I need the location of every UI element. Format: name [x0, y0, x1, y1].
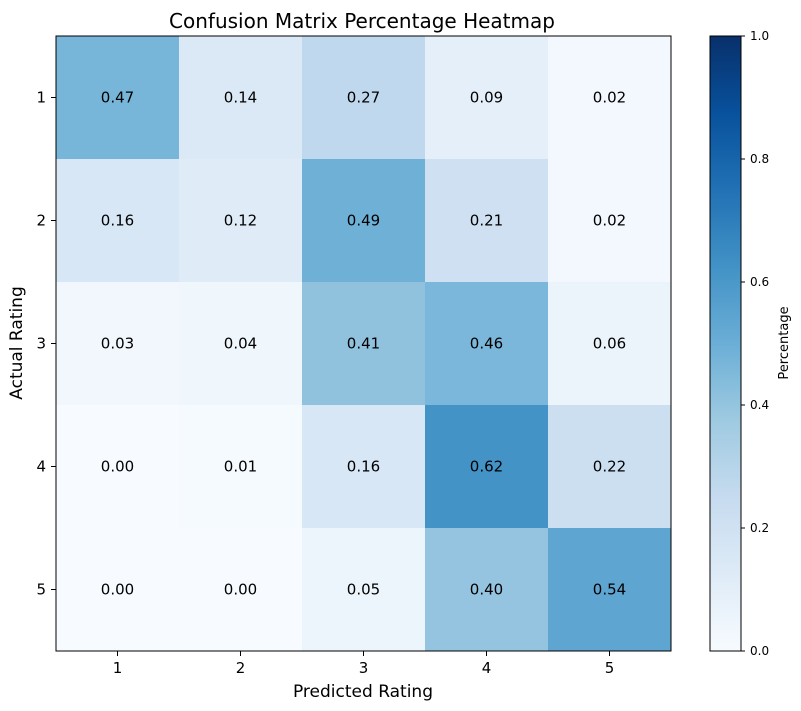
cell-value-label: 0.00	[224, 581, 257, 599]
chart-title: Confusion Matrix Percentage Heatmap	[169, 9, 555, 33]
heatmap-cell	[548, 405, 672, 529]
y-axis-label: Actual Rating	[7, 286, 27, 399]
heatmap-cell	[56, 159, 180, 283]
heatmap-cell	[548, 36, 672, 160]
y-axis-ticks: 1 2 3 4 5	[36, 89, 56, 599]
heatmap-cell	[425, 405, 549, 529]
cell-value-label: 0.21	[470, 212, 503, 230]
x-tick-label: 2	[236, 659, 246, 677]
cell-value-label: 0.16	[101, 212, 134, 230]
cell-value-label: 0.46	[470, 335, 503, 353]
cell-value-label: 0.40	[470, 581, 503, 599]
cell-value-labels: 0.47 0.14 0.27 0.09 0.02 0.16 0.12 0.49 0.21 0.02…	[101, 89, 626, 599]
heatmap-cell	[56, 405, 180, 529]
cell-value-label: 0.12	[224, 212, 257, 230]
colorbar	[709, 35, 742, 652]
cell-value-label: 0.54	[593, 581, 626, 599]
cell-value-label: 0.09	[470, 89, 503, 107]
y-tick-label: 4	[36, 458, 46, 476]
cell-value-label: 0.01	[224, 458, 257, 476]
y-tick-label: 3	[36, 335, 46, 353]
cell-value-label: 0.04	[224, 335, 257, 353]
heatmap-cell	[302, 282, 426, 406]
cell-value-label: 0.05	[347, 581, 380, 599]
cell-value-label: 0.62	[470, 458, 503, 476]
colorbar-tick-label: 0.2	[750, 521, 769, 535]
cell-value-label: 0.00	[101, 581, 134, 599]
heatmap-cell	[179, 282, 303, 406]
colorbar-tick-label: 0.0	[750, 644, 769, 658]
colorbar-tick-label: 0.6	[750, 275, 769, 289]
heatmap-cells	[56, 36, 672, 652]
cell-value-label: 0.03	[101, 335, 134, 353]
colorbar-tick-label: 0.4	[750, 398, 769, 412]
y-tick-label: 5	[36, 581, 46, 599]
heatmap-cell	[56, 36, 180, 160]
x-axis-ticks: 1 2 3 4 5	[113, 651, 615, 677]
heatmap-cell	[302, 405, 426, 529]
cell-value-label: 0.06	[593, 335, 626, 353]
heatmap-cell	[179, 405, 303, 529]
y-tick-label: 1	[36, 89, 46, 107]
heatmap-cell	[179, 36, 303, 160]
heatmap-cell	[425, 528, 549, 652]
heatmap-cell	[302, 36, 426, 160]
cell-value-label: 0.49	[347, 212, 380, 230]
heatmap-cell	[425, 282, 549, 406]
y-tick-label: 2	[36, 212, 46, 230]
heatmap-cell	[548, 528, 672, 652]
heatmap-cell	[302, 528, 426, 652]
cell-value-label: 0.47	[101, 89, 134, 107]
x-axis-label: Predicted Rating	[293, 682, 433, 702]
cell-value-label: 0.16	[347, 458, 380, 476]
x-tick-label: 5	[605, 659, 615, 677]
heatmap-cell	[56, 528, 180, 652]
heatmap-cell	[548, 282, 672, 406]
heatmap-cell	[56, 282, 180, 406]
heatmap-cell	[425, 159, 549, 283]
cell-value-label: 0.00	[101, 458, 134, 476]
cell-value-label: 0.02	[593, 89, 626, 107]
x-tick-label: 1	[113, 659, 123, 677]
heatmap-cell	[425, 36, 549, 160]
colorbar-tick-label: 0.8	[750, 152, 769, 166]
heatmap-cell	[179, 159, 303, 283]
heatmap-cell	[179, 528, 303, 652]
cell-value-label: 0.14	[224, 89, 257, 107]
colorbar-label: Percentage	[777, 306, 792, 379]
colorbar-tick-label: 1.0	[750, 29, 769, 43]
cell-value-label: 0.41	[347, 335, 380, 353]
cell-value-label: 0.22	[593, 458, 626, 476]
heatmap-cell	[548, 159, 672, 283]
heatmap-cell	[302, 159, 426, 283]
x-tick-label: 3	[359, 659, 369, 677]
x-tick-label: 4	[482, 659, 492, 677]
cell-value-label: 0.27	[347, 89, 380, 107]
cell-value-label: 0.02	[593, 212, 626, 230]
colorbar-ticks: 0.0 0.2 0.4 0.6 0.8 1.0	[741, 29, 769, 658]
